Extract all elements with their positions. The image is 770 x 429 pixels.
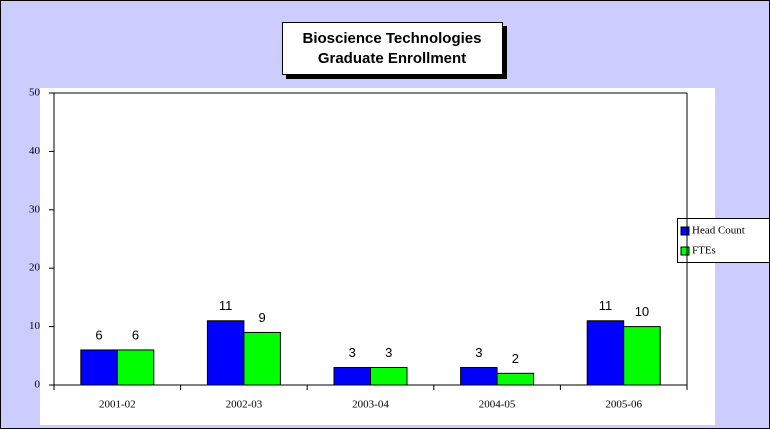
y-tick-label: 50 xyxy=(29,87,41,99)
data-label: 3 xyxy=(349,345,356,360)
bar xyxy=(586,320,625,386)
bar xyxy=(460,366,498,386)
chart-title: Bioscience Technologies xyxy=(303,30,482,47)
bar xyxy=(333,366,371,386)
x-tick-label: 2002-03 xyxy=(226,399,263,411)
legend-label: FTEs xyxy=(692,245,716,257)
bar xyxy=(116,349,155,386)
legend-label: Head Count xyxy=(692,225,745,237)
data-label: 6 xyxy=(132,327,139,342)
data-label: 2 xyxy=(512,351,519,366)
data-label: 10 xyxy=(635,304,649,319)
data-label: 3 xyxy=(475,345,482,360)
legend-swatch xyxy=(680,226,690,236)
y-tick-label: 0 xyxy=(35,379,41,391)
chart-title: Graduate Enrollment xyxy=(318,50,466,67)
y-tick-label: 30 xyxy=(29,203,41,215)
legend-swatch xyxy=(680,246,690,256)
data-label: 11 xyxy=(219,298,233,313)
x-tick-label: 2004-05 xyxy=(479,399,516,411)
data-label: 9 xyxy=(259,310,266,325)
y-tick-label: 20 xyxy=(29,262,41,274)
data-label: 6 xyxy=(95,327,102,342)
bar xyxy=(623,326,661,386)
bar xyxy=(243,331,281,386)
x-tick-label: 2005-06 xyxy=(605,399,642,411)
x-tick-label: 2003-04 xyxy=(352,399,389,411)
bar xyxy=(206,320,245,386)
y-tick-label: 40 xyxy=(29,145,41,157)
x-tick-label: 2001-02 xyxy=(99,399,136,411)
data-label: 3 xyxy=(385,345,392,360)
y-tick-label: 10 xyxy=(29,320,41,332)
title-box xyxy=(282,22,503,75)
bar xyxy=(80,349,118,386)
bar xyxy=(370,366,408,386)
data-label: 11 xyxy=(599,298,613,313)
bar xyxy=(496,372,535,386)
